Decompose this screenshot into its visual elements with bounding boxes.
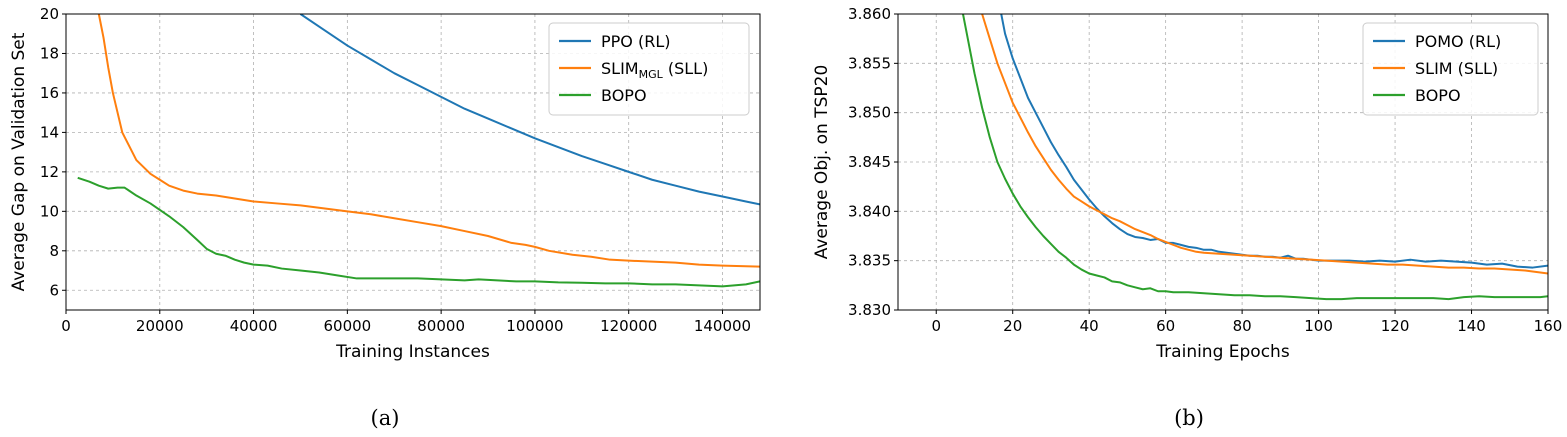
legend-label-1: SLIMMGL (SLL): [601, 59, 708, 81]
x-tick-label: 20000: [136, 317, 184, 335]
x-tick-label: 120000: [600, 317, 657, 335]
x-tick-label: 60: [1156, 317, 1175, 335]
legend-label-2: BOPO: [601, 86, 647, 105]
x-tick-label: 40: [1080, 317, 1099, 335]
plot-frame: [65, 13, 761, 311]
y-tick-label: 3.845: [848, 153, 891, 171]
y-tick-label: 18: [40, 44, 59, 62]
x-tick-label: 40000: [230, 317, 278, 335]
x-axis-label: Training Instances: [335, 342, 490, 362]
y-tick-label: 3.830: [848, 301, 891, 319]
legend-label-1: SLIM (SLL): [1415, 59, 1498, 78]
series-group: [962, 14, 1548, 301]
series-line-0: [1000, 14, 1548, 269]
series-line-2: [962, 14, 1548, 301]
y-tick-label: 8: [49, 242, 59, 260]
legend-label-2: BOPO: [1415, 86, 1461, 105]
legend: POMO (RL) SLIM (SLL) BOPO: [1362, 22, 1539, 116]
x-tick-label: 20: [1003, 317, 1022, 335]
x-tick-label: 60000: [323, 317, 371, 335]
x-tick-label: 0: [61, 317, 71, 335]
series-line-0: [299, 14, 760, 206]
x-tick-label: 80: [1233, 317, 1252, 335]
panel-caption: (b): [1174, 406, 1204, 430]
y-tick-label: 3.835: [848, 252, 891, 270]
x-tick-label: 0: [931, 317, 941, 335]
x-tick-label: 120: [1381, 317, 1410, 335]
x-tick-label: 100000: [506, 317, 563, 335]
y-axis-label: Average Gap on Validation Set: [9, 32, 29, 291]
y-tick-label: 3.850: [848, 104, 891, 122]
y-tick-label: 3.855: [848, 54, 891, 72]
y-axis-label: Average Obj. on TSP20: [812, 65, 832, 260]
y-tick-label: 10: [40, 202, 59, 220]
y-tick-label: 14: [40, 123, 59, 141]
chart-b: 0 20 40 60 80 100 120 140 160 3.830 3.835 3.840 3.84…: [812, 5, 1562, 430]
series-group: [77, 14, 760, 288]
legend-label-0: POMO (RL): [1415, 32, 1501, 51]
y-tick-label: 6: [49, 281, 59, 299]
x-tick-label: 140000: [694, 317, 751, 335]
legend-label-0: PPO (RL): [601, 32, 671, 51]
y-tick-label: 20: [40, 5, 59, 23]
panel-caption: (a): [371, 406, 400, 430]
y-tick-label: 3.860: [848, 5, 891, 23]
x-tick-label: 80000: [417, 317, 465, 335]
x-tick-label: 100: [1304, 317, 1333, 335]
y-tick-label: 3.840: [848, 202, 891, 220]
series-line-1: [97, 14, 760, 268]
x-axis-label: Training Epochs: [1155, 342, 1290, 362]
y-tick-label: 16: [40, 84, 59, 102]
legend: PPO (RL) SLIMMGL (SLL) BOPO: [548, 22, 750, 116]
legend-box: [548, 22, 750, 116]
legend-box: [1362, 22, 1539, 116]
series-line-2: [77, 176, 760, 288]
chart-a: 0 20000 40000 60000 80000 100000 120000 140000 6…: [9, 5, 761, 430]
x-tick-label: 160: [1534, 317, 1563, 335]
series-line-1: [981, 14, 1548, 275]
x-tick-label: 140: [1457, 317, 1486, 335]
y-tick-label: 12: [40, 163, 59, 181]
